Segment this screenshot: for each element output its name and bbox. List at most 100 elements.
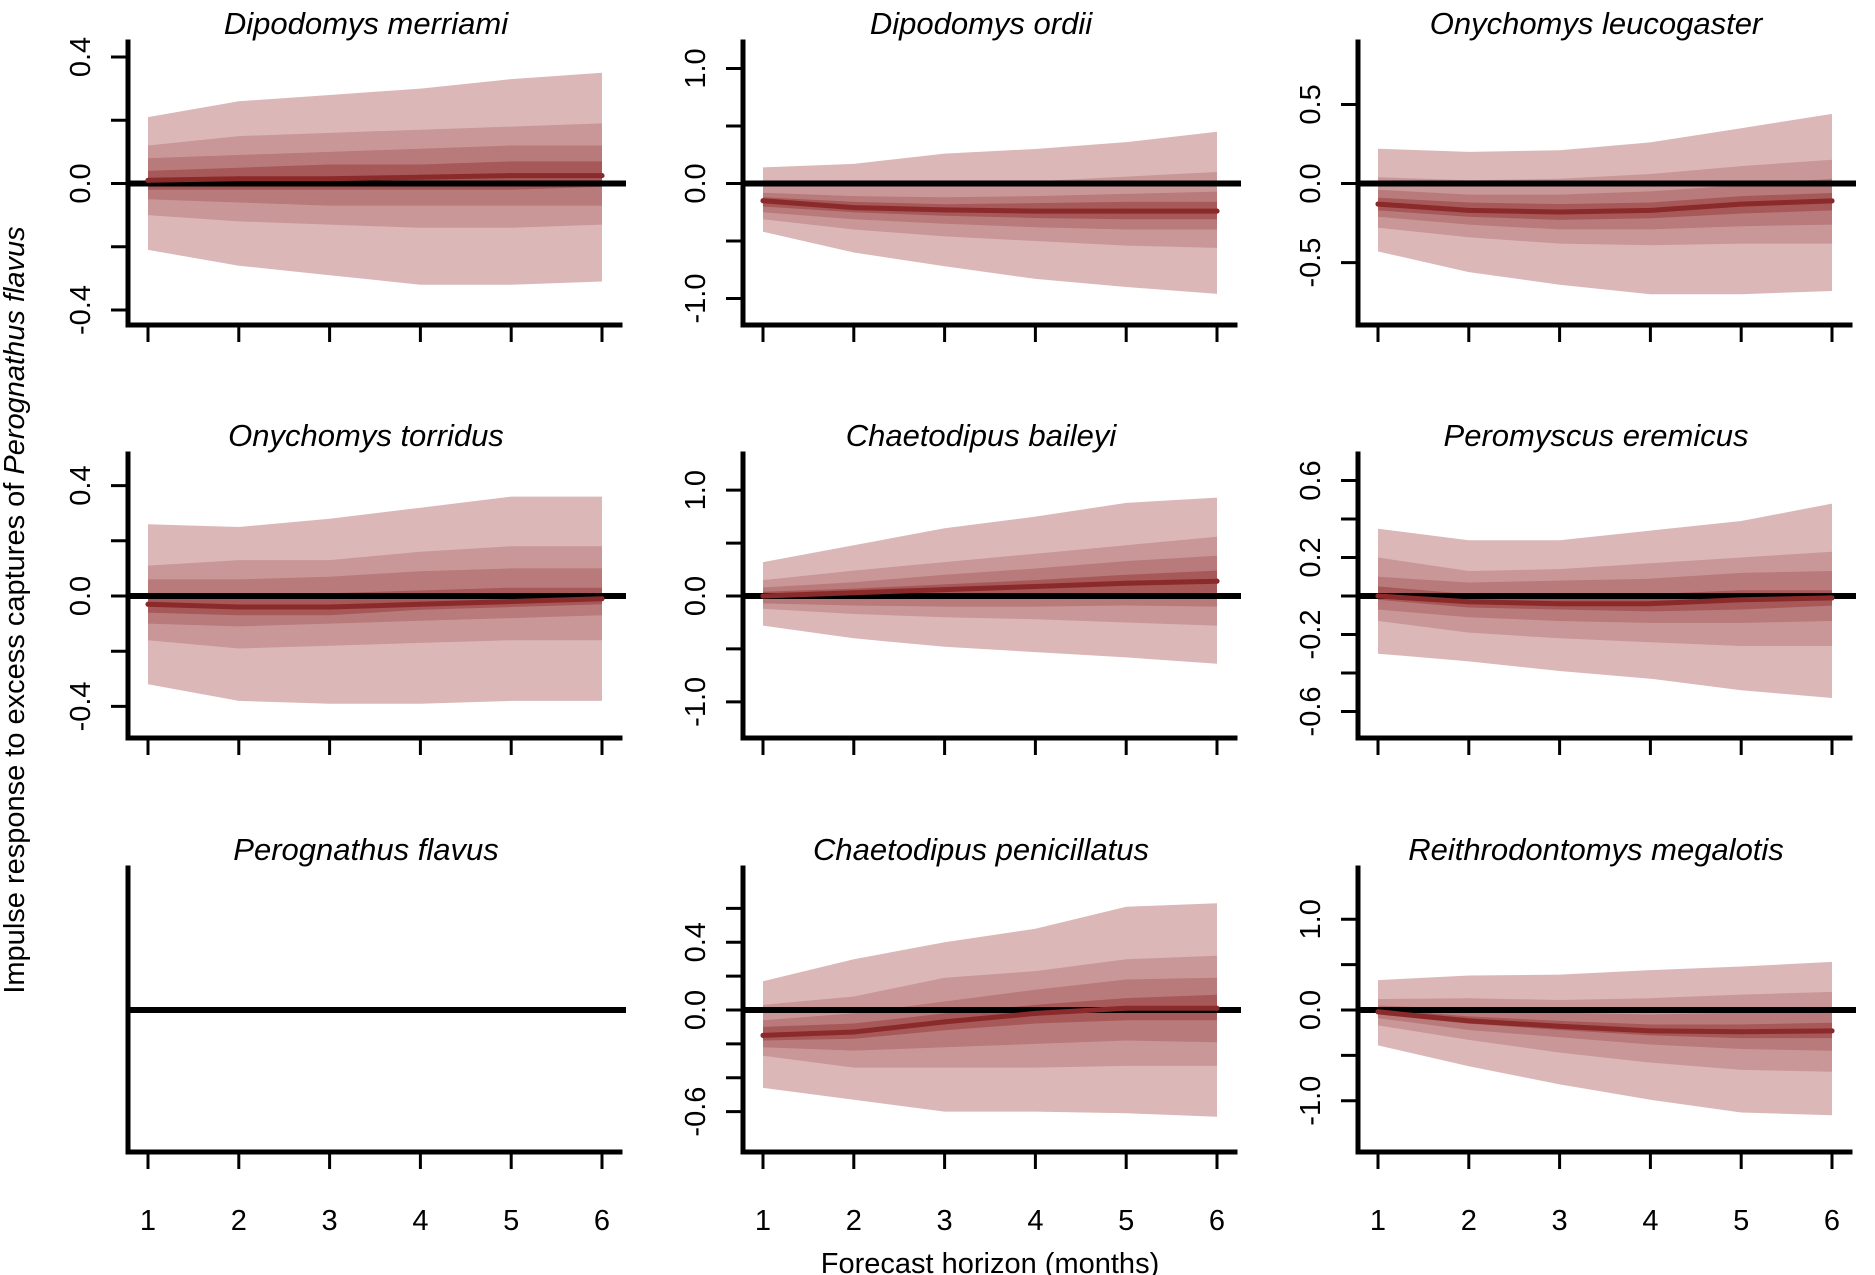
x-tick-label: 6 xyxy=(1209,1205,1225,1237)
median-point xyxy=(942,207,948,213)
x-tick-label: 1 xyxy=(140,1205,156,1237)
median-point xyxy=(1466,1018,1472,1024)
x-tick-label: 3 xyxy=(937,1205,953,1237)
median-point xyxy=(1738,201,1744,207)
y-tick-label: -0.2 xyxy=(1295,609,1327,659)
panel-title: Dipodomys merriami xyxy=(224,6,509,41)
x-tick-label: 2 xyxy=(1461,1205,1477,1237)
median-point xyxy=(1466,207,1472,213)
median-point xyxy=(417,174,423,180)
panel-reithrodontomys-megalotis: Reithrodontomys megalotis -1.0 0.0 1.0 1 2 3 4 5… xyxy=(1295,832,1856,1237)
median-point xyxy=(327,176,333,182)
panel-onychomys-torridus: Onychomys torridus -0.4 0.0 0.4 xyxy=(65,418,626,755)
panel-title: Onychomys torridus xyxy=(228,418,504,453)
median-point xyxy=(1557,209,1563,215)
median-response-line xyxy=(145,173,605,183)
median-point xyxy=(942,587,948,593)
median-point xyxy=(1375,1009,1381,1015)
panel-perognathus-flavus: Perognathus flavus 1 2 3 4 5 6 xyxy=(125,832,626,1237)
y-tick-label: -1.0 xyxy=(680,677,712,727)
median-point xyxy=(599,173,605,179)
median-point xyxy=(1123,208,1129,214)
panel-title: Dipodomys ordii xyxy=(870,6,1093,41)
median-point xyxy=(1647,601,1653,607)
median-point xyxy=(1032,1010,1038,1016)
y-tick-label: -0.4 xyxy=(65,285,97,335)
y-tick-label: 0.4 xyxy=(65,465,97,505)
panel-onychomys-leucogaster: Onychomys leucogaster -0.5 0.0 0.5 xyxy=(1295,6,1856,342)
median-point xyxy=(1829,198,1835,204)
median-point xyxy=(1214,208,1220,214)
y-tick-label: 0.4 xyxy=(680,922,712,962)
median-point xyxy=(1647,207,1653,213)
median-point xyxy=(145,177,151,183)
median-point xyxy=(508,599,514,605)
panel-title: Reithrodontomys megalotis xyxy=(1408,832,1784,867)
median-response-line xyxy=(760,1005,1220,1038)
median-point xyxy=(1647,1028,1653,1034)
x-tick-label: 5 xyxy=(1733,1205,1749,1237)
x-tick-label: 4 xyxy=(1027,1205,1043,1237)
y-axis-title-prefix: Impulse response to excess captures of xyxy=(0,475,31,994)
x-tick-label: 1 xyxy=(1370,1205,1386,1237)
y-tick-label: -1.0 xyxy=(1295,1076,1327,1126)
median-response-line xyxy=(145,596,605,610)
median-point xyxy=(1557,601,1563,607)
panel-title: Chaetodipus penicillatus xyxy=(813,832,1149,867)
panel-dipodomys-ordii: Dipodomys ordii -1.0 0.0 1.0 xyxy=(680,6,1241,342)
y-axis-title-species: Perognathus flavus xyxy=(0,226,31,474)
median-point xyxy=(1738,1029,1744,1035)
x-tick-label: 6 xyxy=(1824,1205,1840,1237)
median-point xyxy=(1032,208,1038,214)
y-tick-label: 0.0 xyxy=(1295,163,1327,203)
panel-title: Onychomys leucogaster xyxy=(1430,6,1764,41)
panel-peromyscus-eremicus: Peromyscus eremicus -0.6 -0.2 0.2 0.6 xyxy=(1295,418,1856,755)
median-response-line xyxy=(1375,1009,1835,1035)
x-tick-label: 3 xyxy=(1552,1205,1568,1237)
median-point xyxy=(1829,595,1835,601)
median-point xyxy=(760,1032,766,1038)
x-tick-label: 3 xyxy=(322,1205,338,1237)
median-point xyxy=(236,604,242,610)
y-tick-label: -0.6 xyxy=(1295,686,1327,736)
x-tick-label: 1 xyxy=(755,1205,771,1237)
median-response-line xyxy=(760,198,1220,214)
median-point xyxy=(417,601,423,607)
y-axis-title: Impulse response to excess captures of P… xyxy=(0,226,31,993)
y-tick-label: -0.5 xyxy=(1295,238,1327,288)
y-tick-label: 1.0 xyxy=(1295,899,1327,939)
median-point xyxy=(1375,593,1381,599)
median-point xyxy=(942,1019,948,1025)
median-point xyxy=(851,590,857,596)
median-point xyxy=(1466,599,1472,605)
x-tick-label: 6 xyxy=(594,1205,610,1237)
median-point xyxy=(851,1029,857,1035)
median-response-line xyxy=(1375,198,1835,215)
median-point xyxy=(145,601,151,607)
y-tick-label: 0.0 xyxy=(65,163,97,203)
median-point xyxy=(1032,583,1038,589)
x-tick-label: 2 xyxy=(231,1205,247,1237)
median-point xyxy=(760,198,766,204)
median-response-line xyxy=(1375,593,1835,607)
panel-chaetodipus-baileyi: Chaetodipus baileyi -1.0 0.0 1.0 xyxy=(680,418,1241,755)
median-point xyxy=(1738,597,1744,603)
median-point xyxy=(851,205,857,211)
y-tick-label: 0.4 xyxy=(65,37,97,77)
median-point xyxy=(599,596,605,602)
median-point xyxy=(508,173,514,179)
x-tick-label: 4 xyxy=(1642,1205,1658,1237)
y-tick-label: 0.6 xyxy=(1295,460,1327,500)
median-point xyxy=(1557,1023,1563,1029)
y-tick-label: 0.0 xyxy=(680,576,712,616)
y-tick-label: 1.0 xyxy=(680,48,712,88)
median-point xyxy=(327,604,333,610)
x-tick-label: 2 xyxy=(846,1205,862,1237)
y-tick-label: 0.0 xyxy=(680,990,712,1030)
y-tick-label: -0.4 xyxy=(65,681,97,731)
median-point xyxy=(760,593,766,599)
y-tick-label: -1.0 xyxy=(680,274,712,324)
panel-title: Perognathus flavus xyxy=(233,832,498,867)
median-point xyxy=(1375,201,1381,207)
